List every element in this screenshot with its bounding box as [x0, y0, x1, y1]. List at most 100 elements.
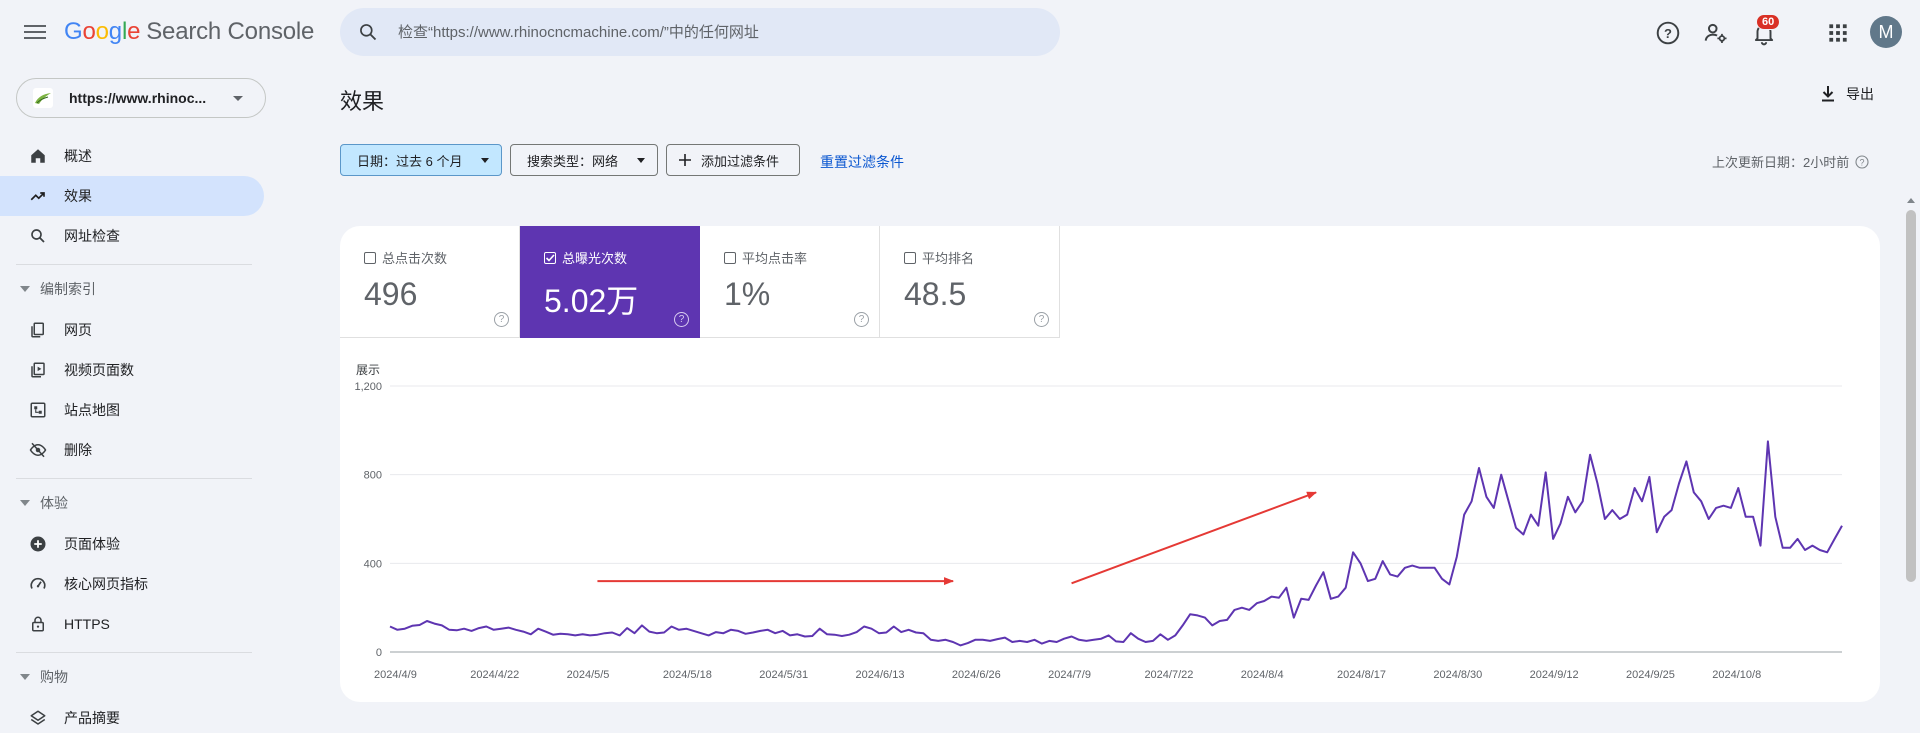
y-tick-label: 400: [364, 558, 382, 570]
metric-value: 496: [364, 276, 418, 312]
sitemap-icon: [28, 400, 48, 420]
logo-product-name: Search Console: [146, 18, 315, 45]
sidebar-item[interactable]: 产品摘要: [0, 698, 264, 733]
manage-users-icon[interactable]: [1703, 20, 1729, 46]
export-button[interactable]: 导出: [1820, 84, 1874, 104]
lock-icon: [28, 614, 48, 634]
metric-tile[interactable]: 平均点击率 1%?: [700, 226, 880, 338]
add-filter-button[interactable]: 添加过滤条件: [666, 144, 800, 176]
x-tick-label: 2024/9/25: [1626, 669, 1675, 681]
sidebar-item[interactable]: 网址检查: [0, 216, 264, 256]
x-tick-label: 2024/5/5: [567, 669, 610, 681]
chart-svg: 展示 0 400 800 1,200 2024/4/9 2024/4/22 2024/5/5 2…: [354, 363, 1843, 681]
url-inspect-search-bar[interactable]: [340, 8, 1060, 56]
page-experience-icon: [28, 534, 48, 554]
sidebar-section-header[interactable]: 体验: [0, 488, 264, 518]
x-tick-label: 2024/5/31: [759, 669, 808, 681]
logo-letter: o: [82, 18, 96, 45]
sidebar-item[interactable]: 删除: [0, 430, 264, 470]
x-tick-label: 2024/8/30: [1433, 669, 1482, 681]
sidebar-divider: [16, 264, 252, 265]
page-title: 效果: [340, 89, 385, 114]
property-selector[interactable]: https://www.rhinoc...: [16, 78, 266, 118]
date-filter-label: 日期：过去 6 个月: [357, 153, 463, 169]
sidebar-section-header[interactable]: 编制索引: [0, 274, 264, 304]
metric-checkbox[interactable]: [904, 252, 916, 264]
pages-icon: [28, 320, 48, 340]
apps-grid-icon[interactable]: [1825, 20, 1851, 46]
sidebar-item-label: 概述: [64, 148, 92, 164]
account-avatar[interactable]: M: [1870, 16, 1902, 48]
sidebar-item[interactable]: 网页: [0, 310, 264, 350]
x-tick-label: 2024/6/26: [952, 669, 1001, 681]
video-pages-icon: [28, 360, 48, 380]
sidebar-item[interactable]: 核心网页指标: [0, 564, 264, 604]
sidebar-section-title: 体验: [40, 495, 68, 511]
search-input[interactable]: [398, 23, 998, 41]
search-console-logo[interactable]: Google Search Console: [64, 18, 314, 46]
help-icon[interactable]: ?: [854, 312, 869, 327]
sidebar-item[interactable]: 效果: [0, 176, 264, 216]
metric-checkbox[interactable]: [724, 252, 736, 264]
layers-icon: [28, 708, 48, 728]
metric-tile[interactable]: 总点击次数 496?: [340, 226, 520, 338]
x-tick-label: 2024/8/17: [1337, 669, 1386, 681]
x-tick-label: 2024/9/12: [1530, 669, 1579, 681]
metric-checkbox[interactable]: [364, 252, 376, 264]
metric-label: 总曝光次数: [562, 251, 628, 266]
help-icon[interactable]: ?: [1655, 20, 1681, 46]
property-favicon-icon: [33, 88, 53, 108]
logo-letter: G: [64, 18, 83, 45]
search-type-filter-chip[interactable]: 搜索类型：网络: [510, 144, 658, 176]
sidebar-item[interactable]: 站点地图: [0, 390, 264, 430]
x-tick-label: 2024/6/13: [856, 669, 905, 681]
scroll-up-arrow-icon[interactable]: [1907, 198, 1915, 203]
logo-letter: g: [108, 18, 122, 45]
sidebar-section-title: 编制索引: [40, 281, 96, 297]
last-updated-text: 上次更新日期：2小时前: [1712, 155, 1850, 170]
metric-value: 1%: [724, 276, 771, 312]
y-tick-label: 1,200: [354, 381, 382, 393]
sidebar-item-label: 产品摘要: [64, 710, 120, 726]
chevron-down-icon: [481, 157, 489, 163]
logo-letter: e: [127, 18, 141, 45]
x-tick-label: 2024/7/9: [1048, 669, 1091, 681]
home-icon: [28, 146, 48, 166]
help-icon[interactable]: ?: [1855, 154, 1869, 169]
date-filter-chip[interactable]: 日期：过去 6 个月: [340, 144, 502, 176]
last-updated-info: 上次更新日期：2小时前 ?: [1712, 152, 1869, 171]
sidebar-item-label: 删除: [64, 442, 92, 458]
main-menu-icon[interactable]: [22, 21, 48, 43]
chevron-down-icon: [637, 157, 645, 163]
sidebar-item-label: 页面体验: [64, 536, 120, 552]
metric-tile[interactable]: 平均排名 48.5?: [880, 226, 1060, 338]
annotation-arrow: [1071, 491, 1317, 585]
export-label: 导出: [1846, 86, 1874, 102]
sidebar-item-label: 核心网页指标: [64, 576, 148, 592]
x-tick-label: 2024/4/9: [374, 669, 417, 681]
help-icon[interactable]: ?: [1034, 312, 1049, 327]
sidebar-item[interactable]: 页面体验: [0, 524, 264, 564]
scrollbar-thumb[interactable]: [1906, 210, 1916, 582]
help-icon[interactable]: ?: [494, 312, 509, 327]
reset-filters-link[interactable]: 重置过滤条件: [820, 154, 904, 170]
sidebar-item[interactable]: 视频页面数: [0, 350, 264, 390]
plus-icon: [679, 154, 691, 166]
sidebar-item[interactable]: 概述: [0, 136, 264, 176]
y-axis-label: 展示: [356, 363, 380, 377]
performance-card: 总点击次数 496? 总曝光次数 5.02万? 平均点击率 1%? 平均排名 48.5? 展示…: [340, 226, 1880, 702]
sidebar-item[interactable]: HTTPS: [0, 604, 264, 644]
metric-label: 平均点击率: [742, 251, 808, 266]
notification-count-badge: 60: [1756, 14, 1781, 30]
x-tick-label: 2024/7/22: [1144, 669, 1193, 681]
sidebar-section-header[interactable]: 购物: [0, 662, 264, 692]
sidebar-divider: [16, 478, 252, 479]
add-filter-label: 添加过滤条件: [701, 153, 780, 169]
help-icon[interactable]: ?: [674, 312, 689, 327]
sidebar-item-label: 视频页面数: [64, 362, 134, 378]
svg-text:?: ?: [1664, 26, 1672, 41]
sidebar-item-label: HTTPS: [64, 616, 110, 632]
metric-tile[interactable]: 总曝光次数 5.02万?: [520, 226, 700, 338]
metric-checkbox[interactable]: [544, 252, 556, 264]
